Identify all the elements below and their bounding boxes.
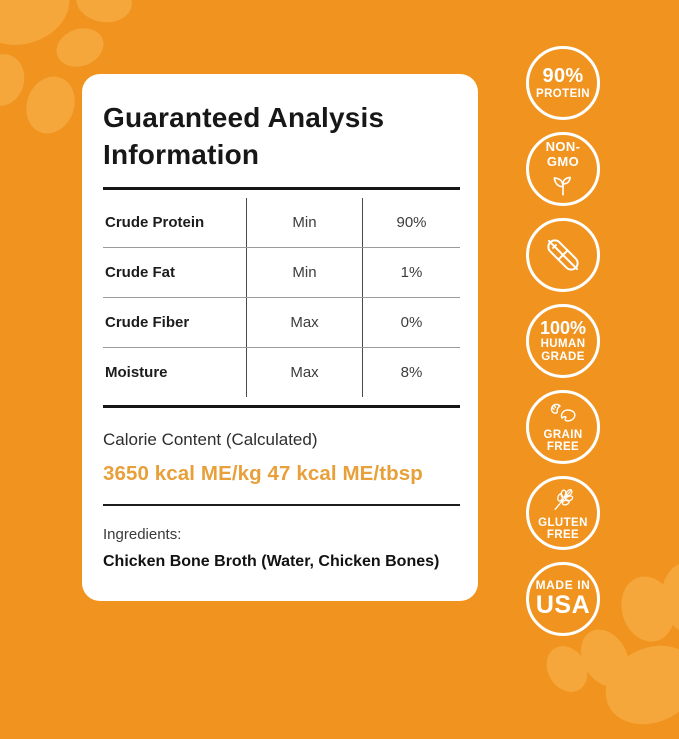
wheat-icon: [548, 485, 578, 515]
nutrient-name: Crude Fat: [105, 263, 176, 281]
badge-humangrade-pct: 100%: [539, 317, 587, 338]
title-line-1: Guaranteed Analysis: [103, 102, 385, 133]
badge-column: 90% PROTEIN NON- GMO 100%: [526, 46, 600, 636]
nutrient-value: 0%: [362, 297, 460, 347]
table-row: Crude Fat Min 1%: [103, 247, 460, 298]
nutrient-basis: Max: [246, 347, 362, 397]
table-row: Moisture Max 8%: [103, 347, 460, 397]
beans-icon: [547, 401, 579, 427]
table-row: Crude Fiber Max 0%: [103, 297, 460, 348]
badge-protein-label: PROTEIN: [536, 87, 590, 100]
calorie-content-label: Calorie Content (Calculated): [103, 429, 318, 449]
nutrient-value: 8%: [362, 347, 460, 397]
badge-gluten-free: GLUTEN FREE: [526, 476, 600, 550]
guaranteed-analysis-table: Crude Protein Min 90% Crude Fat Min 1% C…: [103, 190, 460, 405]
decor-blob: [18, 69, 83, 141]
badge-non-gmo: NON- GMO: [526, 132, 600, 206]
badge-human-grade: 100% HUMAN GRADE: [526, 304, 600, 378]
badge-grainfree-line1: GRAIN: [543, 428, 583, 441]
crossed-capsule-icon: [540, 232, 586, 278]
nutrient-basis: Min: [246, 197, 362, 247]
calorie-content-value: 3650 kcal ME/kg 47 kcal ME/tbsp: [103, 461, 423, 485]
nutrient-value: 1%: [362, 247, 460, 297]
nutrient-name: Crude Fiber: [105, 313, 190, 331]
divider-top: [103, 186, 460, 190]
ingredients-value: Chicken Bone Broth (Water, Chicken Bones…: [103, 553, 440, 571]
decor-blob: [51, 21, 109, 74]
badge-madein-line1: MADE IN: [535, 578, 591, 593]
badge-humangrade-line2: HUMAN: [540, 338, 586, 351]
ingredients-label: Ingredients:: [103, 526, 182, 544]
divider-table-bottom: [103, 404, 460, 408]
badge-nongmo-line2: GMO: [546, 153, 580, 169]
table-row: Crude Protein Min 90%: [103, 197, 460, 248]
badge-nongmo-line1: NON-: [545, 139, 581, 155]
badge-glutenfree-line2: FREE: [546, 529, 580, 541]
badge-no-pills: [526, 218, 600, 292]
guaranteed-analysis-card: Guaranteed Analysis Information Crude Pr…: [82, 74, 478, 601]
badge-90-protein: 90% PROTEIN: [526, 46, 600, 120]
divider-ingredients: [103, 503, 460, 507]
nutrient-value: 90%: [362, 197, 460, 247]
badge-usa-line2: USA: [535, 590, 591, 619]
badge-grain-free: GRAIN FREE: [526, 390, 600, 464]
badge-protein-pct: 90%: [542, 65, 584, 87]
title-line-2: Information: [103, 138, 260, 170]
nutrient-name: Moisture: [105, 363, 168, 381]
badge-glutenfree-line1: GLUTEN: [538, 516, 588, 529]
sprout-icon: [550, 172, 576, 198]
nutrient-basis: Min: [246, 247, 362, 297]
nutrient-name: Crude Protein: [105, 213, 205, 231]
decor-blob: [0, 49, 30, 111]
badge-humangrade-line3: GRADE: [541, 350, 585, 363]
badge-made-in-usa: MADE IN USA: [526, 562, 600, 636]
badge-grainfree-line2: FREE: [546, 441, 580, 453]
page-title: Guaranteed Analysis Information: [103, 100, 460, 174]
decor-blob: [72, 0, 136, 27]
nutrient-basis: Max: [246, 297, 362, 347]
